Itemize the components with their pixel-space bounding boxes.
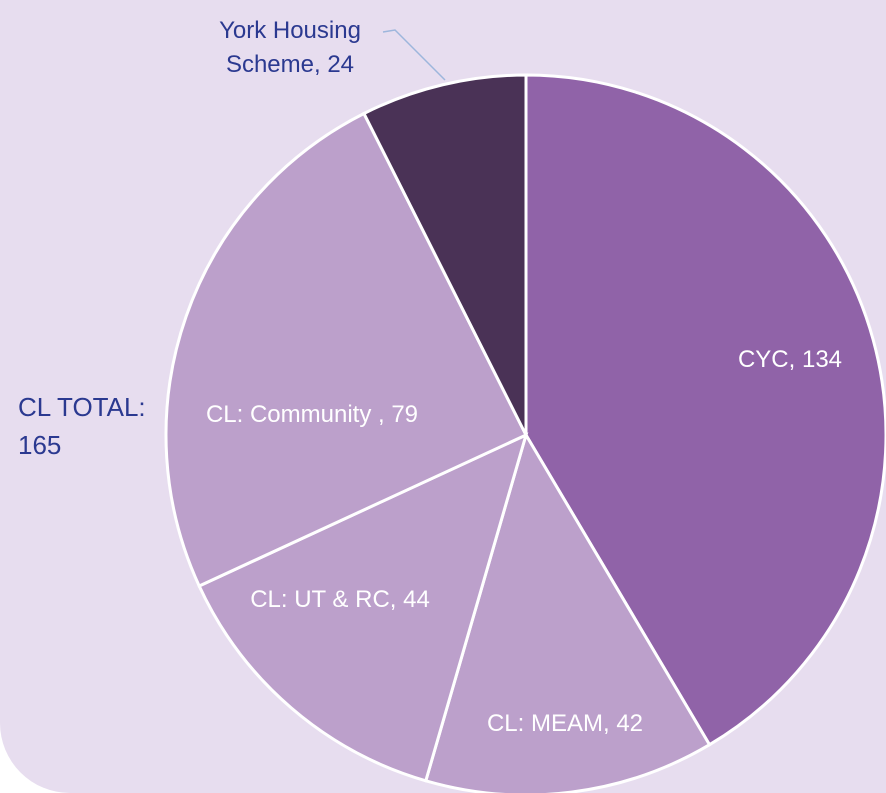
data-label: CL: Community , 79 [205, 401, 419, 428]
leader-line [382, 29, 446, 81]
pie-slice [524, 73, 886, 747]
data-label: CL: UT & RC, 44 [250, 586, 430, 613]
data-label: CYC, 134 [737, 346, 843, 373]
pie-slice [197, 432, 529, 783]
pie-slice [164, 111, 529, 588]
data-label: York Housing Scheme, 24 [219, 17, 361, 78]
pie-slice [361, 73, 528, 436]
annotation: CL TOTAL: 165 [18, 392, 146, 460]
pie-slice [423, 431, 712, 793]
data-label: CL: MEAM, 42 [486, 710, 644, 737]
